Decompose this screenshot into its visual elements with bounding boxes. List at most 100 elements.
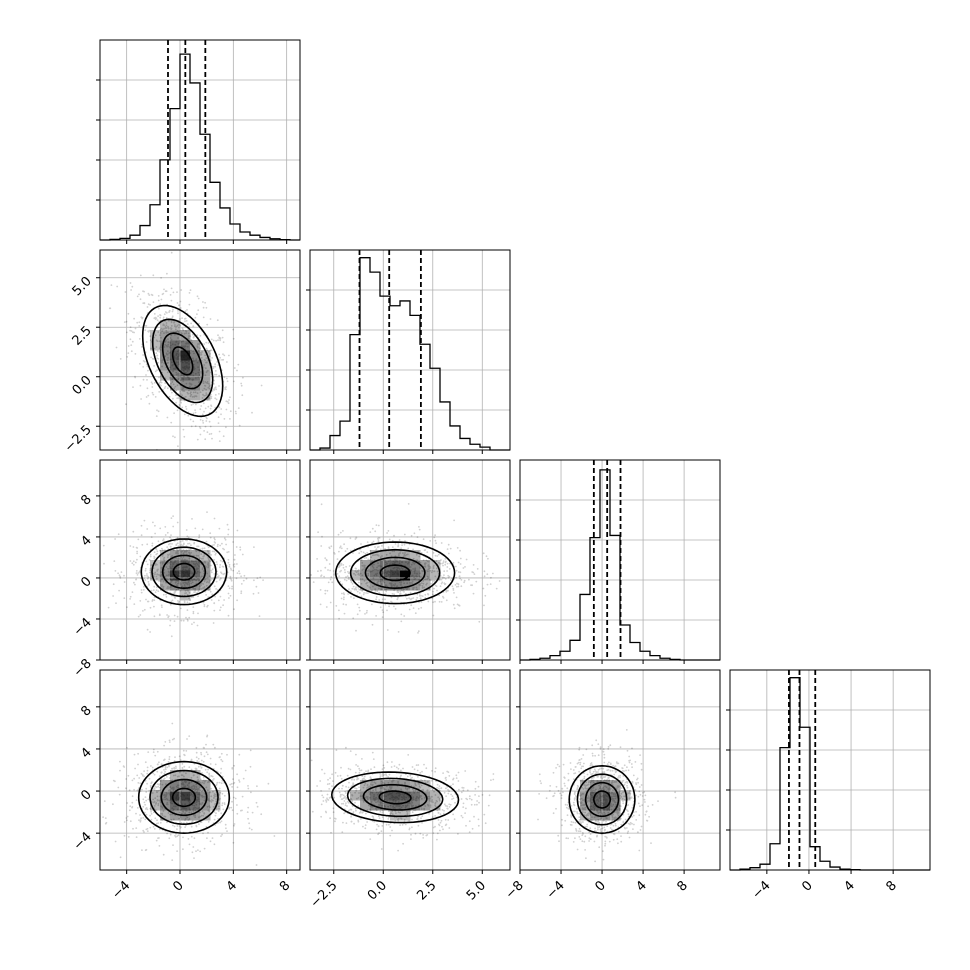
scatter-point [192, 795, 195, 798]
scatter-point [364, 827, 367, 830]
scatter-point [177, 312, 179, 315]
scatter-point [187, 414, 190, 417]
scatter-point [175, 567, 178, 570]
scatter-point [186, 549, 188, 552]
scatter-point [169, 545, 172, 548]
scatter-point [358, 592, 361, 594]
scatter-point [226, 753, 228, 756]
scatter-point [373, 795, 375, 798]
scatter-point [181, 550, 184, 552]
scatter-point [255, 801, 258, 804]
scatter-point [167, 573, 170, 576]
scatter-point [492, 778, 495, 781]
density-cell [180, 770, 191, 781]
density-cell [350, 790, 361, 801]
scatter-point [329, 817, 331, 820]
scatter-point [168, 571, 171, 574]
scatter-point [377, 524, 380, 527]
scatter-point [371, 781, 373, 783]
scatter-point [208, 580, 211, 583]
scatter-point [260, 384, 263, 387]
scatter-point [429, 579, 432, 582]
scatter-point [129, 329, 132, 332]
scatter-point [400, 567, 403, 569]
scatter-point [195, 800, 198, 802]
scatter-point [212, 790, 214, 793]
scatter-point [359, 578, 362, 580]
scatter-point [150, 589, 153, 592]
scatter-point [421, 821, 423, 824]
scatter-point [223, 354, 226, 357]
scatter-point [134, 561, 137, 564]
scatter-point [191, 785, 194, 788]
scatter-point [386, 629, 389, 631]
scatter-point [196, 295, 199, 298]
scatter-point [391, 539, 394, 542]
scatter-point [169, 294, 172, 296]
scatter-point [160, 344, 163, 346]
scatter-point [175, 401, 178, 404]
density-cell [150, 560, 161, 571]
scatter-point [578, 819, 581, 821]
scatter-point [143, 302, 146, 305]
scatter-point [339, 531, 342, 534]
scatter-point [169, 577, 171, 580]
scatter-point [162, 316, 165, 319]
scatter-point [169, 545, 172, 548]
scatter-point [139, 782, 142, 785]
scatter-point [376, 581, 379, 584]
scatter-point [403, 591, 405, 593]
scatter-point [220, 767, 223, 770]
scatter-point [178, 797, 181, 799]
scatter-point [214, 363, 217, 366]
scatter-point [167, 578, 169, 581]
scatter-point [403, 798, 406, 801]
scatter-point [169, 624, 171, 627]
scatter-point [377, 539, 380, 541]
scatter-point [483, 575, 486, 578]
scatter-point [179, 318, 181, 320]
scatter-point [165, 795, 167, 798]
scatter-point [207, 563, 210, 565]
scatter-point [320, 803, 323, 806]
scatter-point [402, 589, 404, 592]
scatter-point [339, 794, 342, 797]
scatter-point [207, 780, 210, 783]
scatter-point [460, 585, 463, 588]
scatter-point [440, 578, 443, 581]
scatter-point [397, 849, 399, 852]
scatter-point [165, 331, 168, 334]
scatter-point [166, 587, 169, 590]
scatter-point [225, 827, 227, 830]
scatter-point [233, 563, 236, 565]
scatter-point [184, 569, 187, 571]
scatter-point [391, 546, 394, 548]
scatter-point [392, 584, 395, 586]
scatter-point [487, 557, 489, 560]
scatter-point [170, 600, 173, 603]
scatter-point [447, 792, 450, 795]
scatter-point [175, 373, 178, 376]
scatter-point [159, 375, 162, 378]
density-cell [360, 790, 371, 801]
scatter-point [164, 344, 167, 346]
scatter-point [227, 551, 230, 553]
scatter-point [234, 797, 237, 800]
scatter-point [160, 571, 163, 574]
scatter-point [419, 771, 422, 774]
scatter-point [151, 386, 154, 388]
scatter-point [147, 292, 150, 295]
scatter-point [179, 560, 182, 563]
scatter-point [411, 580, 414, 583]
scatter-point [172, 786, 174, 789]
scatter-point [223, 418, 226, 420]
scatter-point [145, 848, 148, 851]
scatter-point [200, 803, 203, 806]
scatter-point [358, 767, 361, 770]
scatter-point [418, 555, 421, 558]
scatter-point [179, 354, 182, 357]
scatter-point [131, 340, 134, 343]
scatter-point [391, 780, 393, 783]
scatter-point [371, 783, 374, 786]
scatter-point [210, 775, 213, 777]
